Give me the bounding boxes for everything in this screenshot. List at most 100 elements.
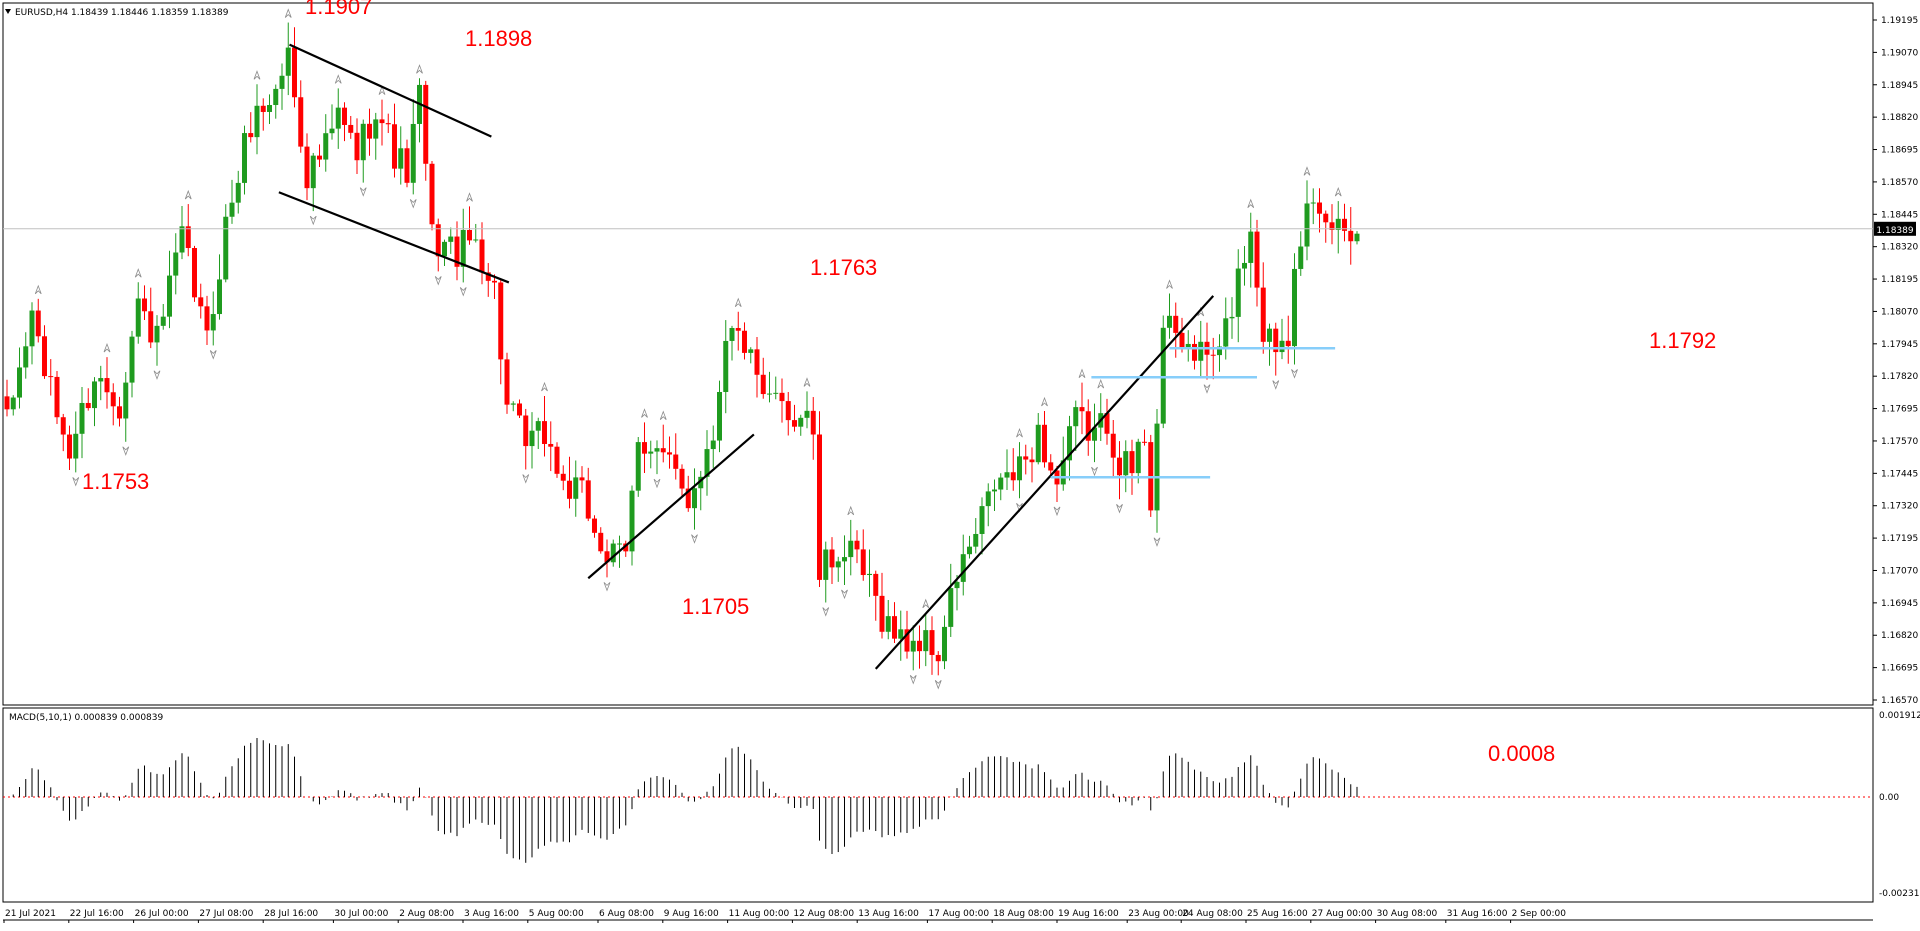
fractal-down-arrow xyxy=(72,477,80,487)
candle-body xyxy=(1335,218,1341,230)
candle-body xyxy=(298,97,304,147)
candle xyxy=(423,80,429,181)
candle-body xyxy=(598,532,604,552)
price-axis-label: 1.18070 xyxy=(1881,307,1918,317)
candle xyxy=(873,570,879,621)
candle xyxy=(492,274,497,299)
candle-body xyxy=(35,310,41,337)
candle xyxy=(273,84,279,119)
candle-body xyxy=(723,340,729,392)
time-axis-label: 25 Aug 16:00 xyxy=(1247,909,1308,919)
candle-body xyxy=(1304,203,1310,247)
candle-body xyxy=(710,440,716,450)
candle-body xyxy=(1154,423,1160,511)
candle-body xyxy=(1142,441,1147,443)
candle xyxy=(660,424,666,463)
candle xyxy=(560,465,566,491)
fractal-down-arrow xyxy=(309,215,317,226)
candle-body xyxy=(748,349,754,353)
candle xyxy=(435,218,441,272)
candle xyxy=(67,425,72,471)
candle-body xyxy=(429,163,435,225)
price-axis-label: 1.17445 xyxy=(1881,469,1918,479)
candle xyxy=(329,104,335,140)
candle-body xyxy=(760,374,766,395)
time-axis-label: 27 Jul 08:00 xyxy=(199,909,253,919)
candle xyxy=(60,413,66,452)
candle-body xyxy=(1242,262,1247,269)
candle xyxy=(35,298,41,343)
candle-body xyxy=(910,640,916,652)
candle-body xyxy=(242,133,247,183)
candle-body xyxy=(304,146,310,189)
candle xyxy=(854,530,860,564)
candle xyxy=(1129,439,1135,495)
price-axis-label: 1.17070 xyxy=(1881,566,1918,576)
candle xyxy=(948,563,954,637)
candle-body xyxy=(629,490,635,552)
fractal-up-arrow xyxy=(803,377,811,387)
candle-body xyxy=(960,554,966,582)
candle-body xyxy=(904,629,910,652)
candle xyxy=(523,408,529,470)
candle xyxy=(979,497,985,555)
candle-body xyxy=(1192,343,1197,361)
candle xyxy=(142,285,147,320)
candle-body xyxy=(42,336,47,377)
candle xyxy=(692,468,697,530)
time-axis-label: 2 Aug 08:00 xyxy=(399,909,454,919)
price-axis-label: 1.18695 xyxy=(1881,146,1918,156)
candle-body xyxy=(79,402,85,434)
candle xyxy=(1154,408,1160,533)
price-axis-label: 1.16695 xyxy=(1881,664,1918,674)
candle-body xyxy=(367,123,372,139)
candle xyxy=(592,515,597,538)
candle xyxy=(379,99,385,146)
fractal-up-arrow xyxy=(734,297,742,308)
candle xyxy=(1048,454,1054,478)
time-axis-label: 3 Aug 16:00 xyxy=(464,909,519,919)
candle-body xyxy=(842,557,847,562)
price-annotation: 1.1898 xyxy=(465,26,532,51)
candle xyxy=(579,466,585,493)
candle xyxy=(1235,249,1241,343)
candle xyxy=(1279,318,1285,360)
candle xyxy=(23,332,29,379)
candle-body xyxy=(435,224,441,257)
candle-body xyxy=(173,252,179,276)
fractal-up-arrow xyxy=(466,192,473,202)
candle-body xyxy=(804,410,810,418)
candle-body xyxy=(867,573,872,576)
candle-body xyxy=(954,581,960,589)
time-axis-label: 13 Aug 16:00 xyxy=(858,909,919,919)
candle xyxy=(1142,429,1147,446)
candle xyxy=(92,377,97,427)
candle-body xyxy=(323,133,329,160)
fractal-down-arrow xyxy=(1116,504,1123,514)
candle-body xyxy=(160,316,166,326)
candle-body xyxy=(510,403,516,405)
time-axis-label: 31 Aug 16:00 xyxy=(1447,909,1508,919)
candle-body xyxy=(792,420,797,427)
candle xyxy=(1335,201,1341,254)
candle xyxy=(898,610,904,661)
fractal-up-arrow xyxy=(103,342,111,353)
candle-body xyxy=(667,452,672,455)
candle-body xyxy=(767,393,772,395)
candle xyxy=(1304,180,1310,261)
fractal-down-arrow xyxy=(522,474,530,484)
candle-body xyxy=(679,468,685,489)
candle-body xyxy=(535,421,541,431)
fractal-down-arrow xyxy=(841,589,848,600)
candle-body xyxy=(1348,230,1354,242)
candle xyxy=(517,399,522,419)
candle xyxy=(429,161,435,231)
time-axis-label: 22 Jul 16:00 xyxy=(70,909,124,919)
fractal-up-arrow xyxy=(541,381,548,392)
candle xyxy=(217,254,222,320)
candle-body xyxy=(185,226,191,249)
candle xyxy=(1060,436,1066,491)
candle-body xyxy=(929,630,935,655)
candle-body xyxy=(473,239,479,241)
candle xyxy=(535,417,541,450)
